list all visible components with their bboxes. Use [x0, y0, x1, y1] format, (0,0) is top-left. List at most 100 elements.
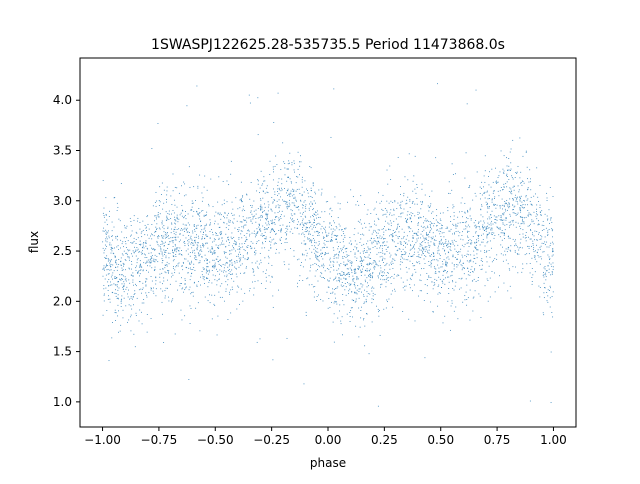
data-point: [351, 265, 353, 267]
data-point: [191, 239, 193, 241]
data-point: [360, 269, 362, 271]
data-point: [422, 252, 423, 254]
data-point: [372, 247, 374, 248]
data-point: [550, 242, 552, 244]
data-point: [225, 246, 227, 248]
data-point: [179, 253, 181, 255]
data-point: [217, 271, 219, 272]
data-point: [502, 260, 504, 262]
data-point: [333, 249, 335, 251]
data-point: [455, 250, 457, 252]
data-point: [404, 251, 406, 253]
data-point: [262, 243, 264, 245]
data-point: [301, 195, 303, 197]
data-point: [517, 203, 519, 205]
data-point: [513, 209, 514, 210]
data-point: [115, 261, 116, 263]
data-point: [453, 264, 455, 266]
data-point: [377, 217, 379, 219]
data-point: [260, 204, 262, 206]
data-point: [154, 259, 156, 261]
data-point: [373, 267, 375, 269]
data-point: [422, 235, 424, 237]
data-point: [539, 204, 541, 206]
data-point: [279, 238, 281, 240]
data-point: [409, 217, 411, 219]
data-point: [382, 252, 384, 254]
data-point: [433, 282, 435, 284]
data-point: [374, 260, 376, 262]
data-point: [548, 229, 550, 230]
data-point: [354, 246, 356, 248]
data-point: [550, 263, 552, 265]
data-point: [209, 230, 211, 232]
data-point: [111, 291, 113, 293]
data-point: [360, 317, 362, 319]
data-point: [430, 261, 432, 263]
data-point: [308, 220, 310, 221]
data-point: [515, 239, 516, 241]
data-point: [153, 260, 155, 262]
data-point: [181, 288, 183, 290]
data-point: [150, 318, 152, 319]
data-point: [277, 185, 279, 187]
data-point: [213, 259, 215, 261]
data-point: [140, 244, 142, 246]
data-point: [227, 239, 229, 240]
data-point: [176, 214, 178, 216]
data-point: [206, 266, 208, 268]
data-point: [429, 231, 431, 233]
data-point: [203, 276, 205, 278]
data-point: [517, 253, 518, 255]
data-point: [154, 201, 156, 203]
data-point: [204, 260, 205, 262]
data-point: [463, 246, 465, 248]
data-point: [306, 222, 308, 224]
data-point: [405, 253, 407, 255]
data-point: [466, 284, 468, 286]
data-point: [443, 242, 445, 244]
data-point: [145, 280, 147, 282]
data-point: [495, 218, 497, 220]
data-point: [530, 213, 531, 215]
data-point: [298, 233, 300, 235]
data-point: [110, 252, 112, 254]
data-point: [461, 244, 463, 246]
data-point: [394, 232, 395, 233]
data-point: [385, 220, 386, 222]
data-point: [475, 195, 477, 197]
data-point: [225, 288, 227, 290]
data-point: [163, 253, 165, 255]
data-point: [260, 230, 261, 232]
data-point: [261, 216, 263, 218]
data-point: [324, 247, 325, 248]
data-point: [348, 283, 350, 285]
data-point: [495, 167, 496, 169]
data-point: [310, 233, 311, 235]
data-point: [201, 192, 203, 194]
data-point: [204, 268, 205, 270]
data-point: [238, 245, 240, 247]
data-point: [304, 259, 306, 261]
data-point: [249, 235, 250, 237]
data-point: [262, 216, 263, 218]
data-point: [504, 208, 506, 210]
data-point: [458, 251, 459, 253]
data-point: [112, 278, 113, 280]
data-point: [343, 256, 345, 258]
data-point: [347, 260, 349, 262]
data-point: [357, 251, 359, 252]
data-point: [418, 256, 420, 258]
data-point: [227, 266, 229, 268]
y-tick-label: 3.0: [53, 194, 72, 208]
data-point: [193, 282, 195, 284]
data-point: [198, 255, 200, 257]
data-point: [470, 218, 472, 220]
data-point: [324, 211, 326, 213]
data-point: [378, 192, 379, 194]
data-point: [343, 261, 345, 263]
data-point: [117, 280, 119, 282]
data-point: [349, 262, 351, 264]
data-point: [331, 210, 333, 212]
data-point: [257, 180, 259, 182]
